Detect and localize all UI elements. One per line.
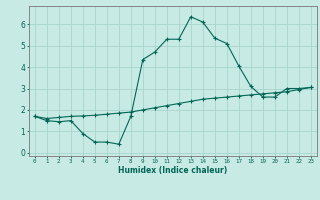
X-axis label: Humidex (Indice chaleur): Humidex (Indice chaleur) [118,166,228,175]
